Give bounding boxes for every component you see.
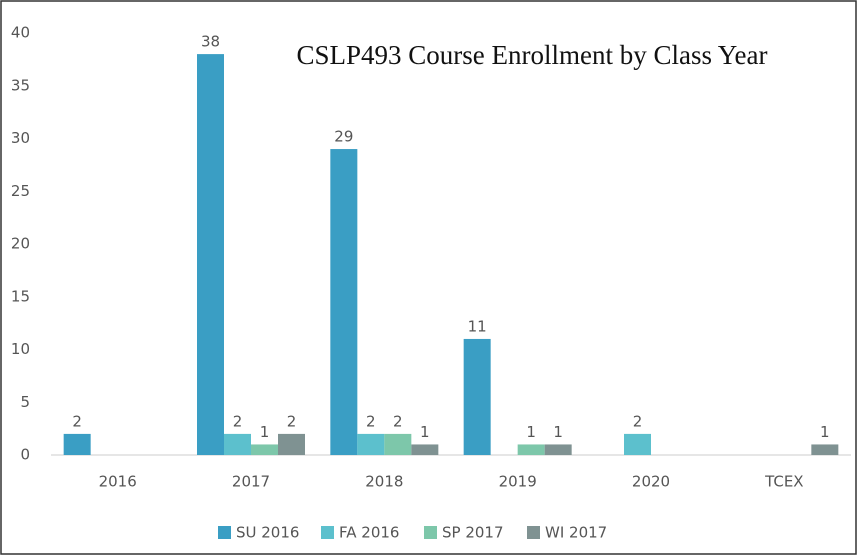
bar	[330, 149, 358, 456]
data-label: 2	[233, 412, 243, 430]
data-label: 1	[553, 423, 563, 441]
bar	[411, 444, 439, 455]
data-label: 2	[393, 412, 403, 430]
y-tick-label: 25	[11, 182, 30, 200]
bar	[251, 444, 278, 455]
data-label: 38	[201, 33, 220, 51]
legend-label: WI 2017	[545, 524, 607, 542]
bar	[463, 338, 491, 455]
bar	[624, 433, 651, 455]
data-label: 1	[526, 423, 536, 441]
y-tick-label: 30	[11, 129, 30, 147]
y-tick-label: 20	[11, 235, 30, 253]
y-tick-label: 15	[11, 287, 30, 305]
chart-title: CSLP493 Course Enrollment by Class Year	[296, 40, 767, 70]
y-tick-label: 5	[20, 393, 30, 411]
legend-label: SU 2016	[236, 524, 299, 542]
bar	[544, 444, 572, 455]
bar	[357, 433, 385, 455]
bar	[384, 433, 412, 455]
x-tick-label: 2018	[365, 473, 403, 491]
data-label: 1	[420, 423, 430, 441]
data-label: 2	[72, 412, 82, 430]
data-label: 1	[260, 423, 270, 441]
y-tick-label: 10	[11, 340, 30, 358]
x-tick-label: 2017	[232, 473, 270, 491]
y-tick-label: 0	[20, 446, 30, 464]
bar	[224, 433, 251, 455]
x-tick-label: 2016	[99, 473, 137, 491]
y-tick-label: 35	[11, 76, 30, 94]
bar	[63, 433, 91, 455]
legend-label: SP 2017	[442, 524, 504, 542]
data-label: 29	[334, 128, 353, 146]
bar	[517, 444, 545, 455]
x-tick-label: 2019	[499, 473, 537, 491]
legend-swatch	[527, 526, 540, 539]
legend-label: FA 2016	[339, 524, 399, 542]
legend-swatch	[424, 526, 437, 539]
legend-swatch	[321, 526, 334, 539]
legend-swatch	[218, 526, 231, 539]
x-tick-label: 2020	[632, 473, 670, 491]
bar	[811, 444, 839, 455]
data-label: 11	[468, 317, 487, 335]
bar	[197, 54, 224, 455]
data-label: 1	[820, 423, 830, 441]
data-label: 2	[287, 412, 297, 430]
data-label: 2	[633, 412, 643, 430]
x-tick-label: TCEX	[764, 473, 804, 491]
data-label: 2	[366, 412, 376, 430]
bar	[278, 433, 305, 455]
y-tick-label: 40	[11, 24, 30, 42]
